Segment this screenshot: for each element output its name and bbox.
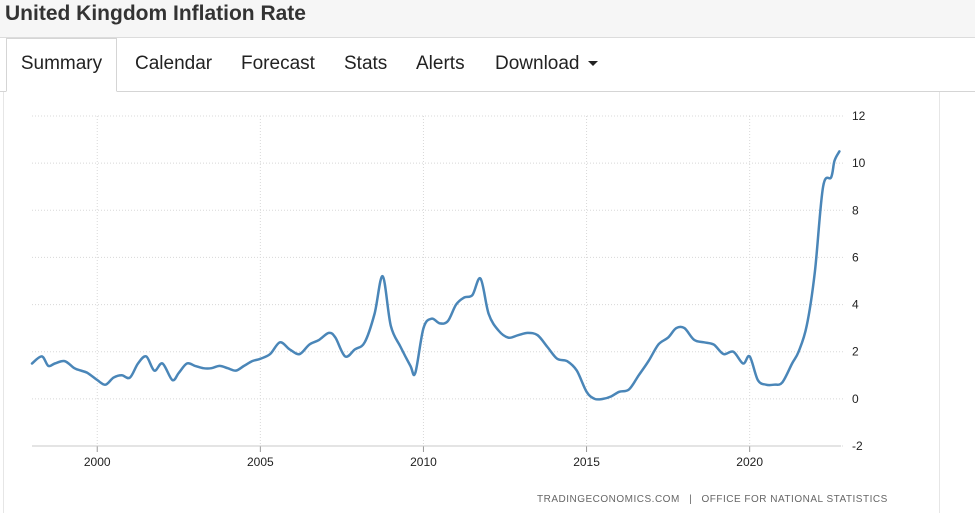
- tab-bar: Summary Calendar Forecast Stats Alerts D…: [0, 38, 975, 92]
- tab-download[interactable]: Download: [495, 38, 598, 91]
- series-line-inflation-rate: [30, 150, 841, 401]
- x-tick-label: 2010: [410, 455, 437, 469]
- x-tick-label: 2005: [247, 455, 274, 469]
- tab-calendar[interactable]: Calendar: [135, 53, 213, 74]
- source-site: TRADINGECONOMICS.COM: [537, 494, 680, 505]
- tab-summary[interactable]: Summary: [6, 38, 117, 92]
- x-tick-label: 2000: [84, 455, 111, 469]
- chart-axes: -2 0 2 4 6 8 10 12 2000 2005 2010 2015 2020: [32, 109, 866, 469]
- tab-alerts[interactable]: Alerts: [416, 53, 465, 74]
- caret-down-icon: [587, 61, 598, 67]
- y-tick-label: -2: [852, 439, 863, 453]
- header-bar: United Kingdom Inflation Rate: [0, 0, 975, 38]
- tab-forecast[interactable]: Forecast: [241, 53, 315, 74]
- y-tick-label: 4: [852, 298, 859, 312]
- tab-stats[interactable]: Stats: [344, 53, 388, 74]
- source-agency: OFFICE FOR NATIONAL STATISTICS: [701, 494, 887, 505]
- y-tick-label: 0: [852, 392, 859, 406]
- y-tick-label: 2: [852, 345, 859, 359]
- source-separator: |: [689, 494, 692, 505]
- x-tick-label: 2020: [736, 455, 763, 469]
- page-title: United Kingdom Inflation Rate: [5, 2, 306, 25]
- y-tick-label: 6: [852, 250, 859, 264]
- x-tick-label: 2015: [573, 455, 600, 469]
- chart-grid: [32, 115, 845, 447]
- chart-series: [30, 150, 841, 401]
- y-tick-label: 10: [852, 156, 866, 170]
- y-tick-label: 12: [852, 109, 866, 123]
- tab-download-label: Download: [495, 53, 580, 74]
- chart-panel: [3, 92, 940, 513]
- source-attribution: TRADINGECONOMICS.COM | OFFICE FOR NATION…: [537, 494, 888, 505]
- y-tick-label: 8: [852, 203, 859, 217]
- inflation-line-chart: -2 0 2 4 6 8 10 12 2000 2005 2010 2015 2020 TRADINGE…: [30, 109, 888, 505]
